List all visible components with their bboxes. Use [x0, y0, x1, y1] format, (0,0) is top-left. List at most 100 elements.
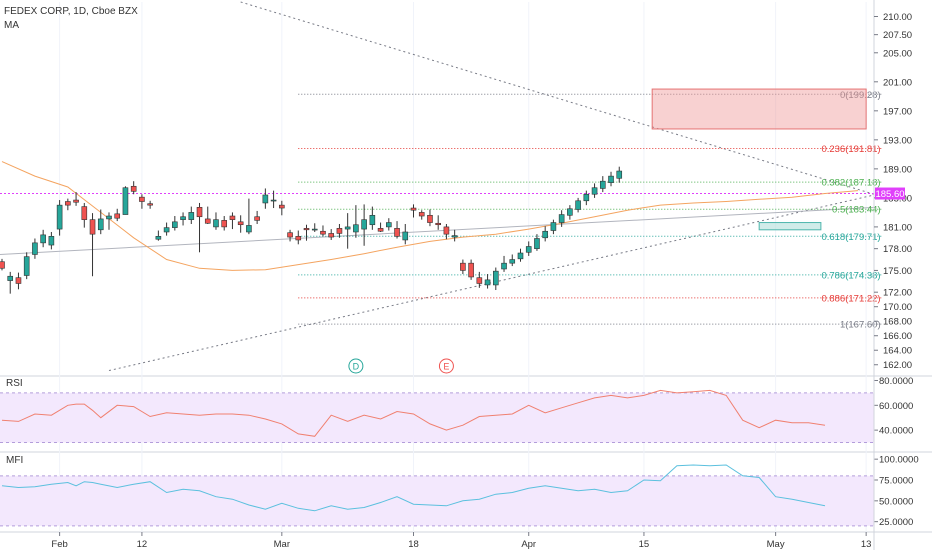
candle-body	[172, 221, 178, 228]
candle[interactable]	[0, 258, 5, 271]
candle[interactable]	[460, 259, 466, 275]
candle[interactable]	[65, 198, 71, 211]
rsi-tick-label: 60.0000	[879, 401, 913, 412]
candle-body	[56, 204, 63, 230]
candle[interactable]	[106, 212, 112, 230]
candle[interactable]	[287, 229, 293, 242]
candle[interactable]	[15, 272, 22, 290]
descending-trendline[interactable]	[240, 1, 875, 195]
candle[interactable]	[204, 206, 211, 224]
candle[interactable]	[122, 186, 129, 215]
candle[interactable]	[237, 215, 244, 233]
candle[interactable]	[599, 176, 606, 193]
mfi-tick-label: 75.0000	[879, 476, 913, 487]
candle[interactable]	[435, 215, 441, 230]
candle[interactable]	[492, 267, 499, 291]
candle[interactable]	[468, 259, 474, 280]
time-axis[interactable]: Feb12Mar18Apr15May1322	[51, 532, 932, 550]
candle[interactable]	[353, 205, 359, 238]
candle[interactable]	[558, 210, 565, 227]
price-axis[interactable]: 162.00 164.00 166.00 168.00 170.00 172.00 175.…	[873, 0, 912, 550]
candle[interactable]	[172, 216, 178, 231]
rsi-pane[interactable]: 40.0000 60.0000 80.0000 RSI	[0, 376, 913, 444]
candle[interactable]	[180, 212, 186, 226]
candle[interactable]	[155, 230, 162, 241]
rsi-tick-label: 80.0000	[879, 376, 913, 387]
ma-line[interactable]	[1, 161, 858, 271]
candle[interactable]	[40, 229, 46, 248]
candle[interactable]	[229, 212, 236, 230]
candle[interactable]	[56, 200, 63, 236]
candle[interactable]	[517, 248, 524, 262]
candle[interactable]	[427, 209, 433, 227]
candle[interactable]	[394, 221, 400, 239]
candle[interactable]	[163, 222, 170, 236]
candle[interactable]	[97, 209, 104, 235]
candle[interactable]	[320, 225, 326, 237]
candle[interactable]	[23, 252, 30, 280]
candle-layer[interactable]	[0, 166, 623, 294]
candle[interactable]	[410, 204, 417, 218]
candle[interactable]	[591, 183, 598, 198]
candle[interactable]	[7, 271, 14, 294]
candle[interactable]	[328, 229, 335, 240]
resistance-zone[interactable]	[651, 88, 867, 130]
candle[interactable]	[451, 229, 458, 242]
candle[interactable]	[567, 205, 573, 220]
candle[interactable]	[476, 271, 483, 288]
candle[interactable]	[188, 206, 195, 224]
candle[interactable]	[575, 197, 581, 213]
candle[interactable]	[443, 224, 450, 240]
mfi-tick-label: 25.0000	[879, 517, 913, 528]
candle[interactable]	[32, 238, 38, 259]
candle-body	[575, 200, 581, 210]
rsi-line[interactable]	[1, 389, 826, 437]
mfi-line[interactable]	[1, 464, 826, 512]
candle[interactable]	[254, 210, 260, 224]
candle[interactable]	[262, 188, 269, 209]
candle[interactable]	[196, 202, 203, 253]
event-marker[interactable]	[348, 358, 364, 374]
candle[interactable]	[402, 224, 409, 245]
candle[interactable]	[542, 226, 548, 242]
candle[interactable]	[509, 254, 516, 267]
candle[interactable]	[369, 206, 376, 230]
candle[interactable]	[336, 224, 343, 238]
support-zone[interactable]	[758, 222, 822, 231]
mfi-pane[interactable]: 25.0000 50.0000 75.0000 100.0000 MFI	[0, 455, 919, 529]
event-marker[interactable]	[438, 358, 454, 374]
candle[interactable]	[377, 222, 384, 232]
candle[interactable]	[221, 216, 228, 231]
candle[interactable]	[48, 231, 55, 250]
candle[interactable]	[501, 255, 507, 272]
candle[interactable]	[295, 230, 302, 245]
candle[interactable]	[89, 213, 96, 277]
candle[interactable]	[386, 218, 392, 231]
candle[interactable]	[114, 208, 121, 222]
candle[interactable]	[270, 190, 277, 209]
candle[interactable]	[616, 166, 623, 183]
candle[interactable]	[344, 213, 351, 249]
candle[interactable]	[147, 200, 153, 209]
candle[interactable]	[608, 171, 614, 187]
candle[interactable]	[583, 190, 590, 206]
candle[interactable]	[525, 241, 532, 256]
candle[interactable]	[81, 202, 88, 228]
candle[interactable]	[418, 210, 425, 220]
candle[interactable]	[279, 200, 285, 216]
candle[interactable]	[73, 192, 79, 206]
candle[interactable]	[484, 274, 491, 289]
candle[interactable]	[130, 181, 137, 195]
candle[interactable]	[303, 224, 310, 241]
support-trendline[interactable]	[0, 206, 875, 255]
candle[interactable]	[550, 219, 557, 235]
candle-body	[7, 275, 14, 281]
candle[interactable]	[213, 212, 219, 230]
ascending-trendline[interactable]	[108, 194, 875, 372]
candle[interactable]	[311, 223, 318, 232]
candle[interactable]	[361, 204, 367, 246]
candle[interactable]	[139, 194, 145, 209]
candle[interactable]	[534, 234, 540, 251]
candle[interactable]	[246, 198, 252, 235]
candle-body	[89, 219, 96, 235]
